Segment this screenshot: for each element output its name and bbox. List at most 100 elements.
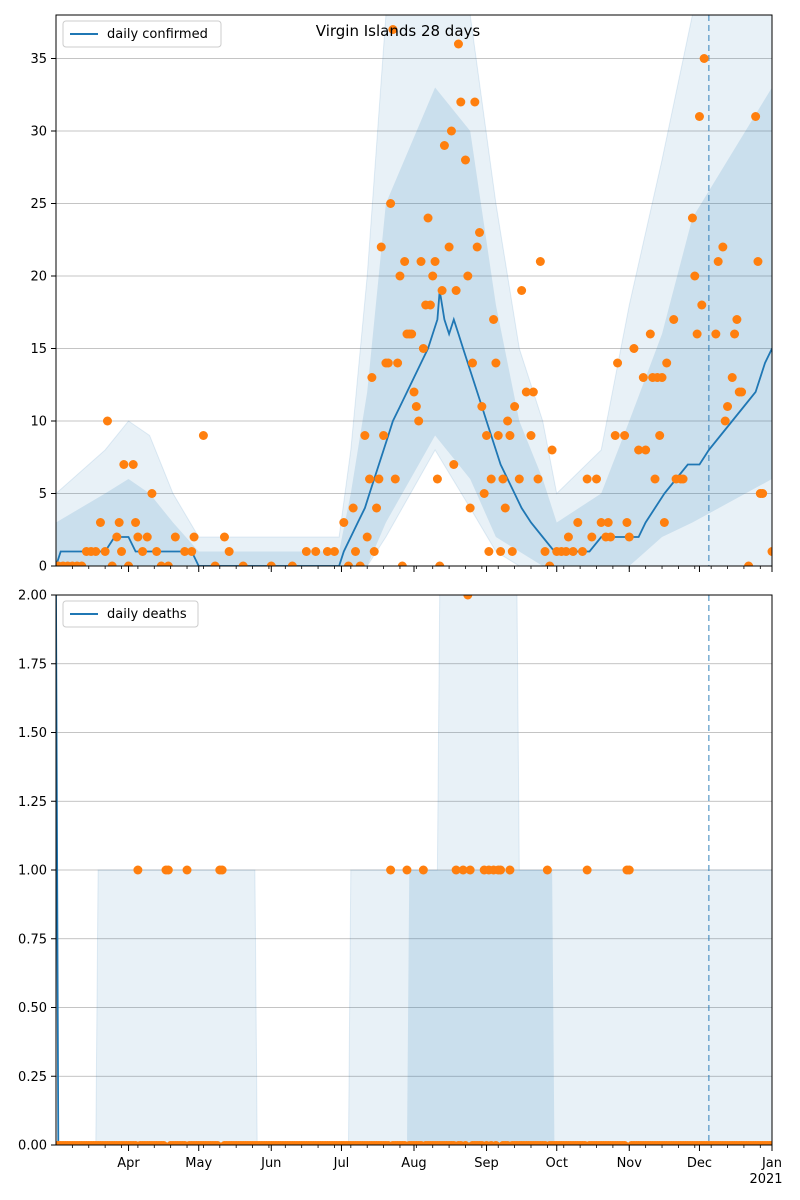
data-point — [505, 865, 515, 875]
data-point — [596, 518, 606, 527]
data-point — [142, 532, 152, 542]
data-point — [592, 474, 602, 484]
data-point — [533, 474, 543, 484]
y-tick-label: 5 — [39, 487, 47, 502]
data-point — [170, 532, 180, 542]
data-point — [414, 416, 424, 426]
y-tick-label: 2.00 — [18, 589, 47, 604]
uncertainty-band-inner — [56, 87, 772, 566]
year-label: 2021 — [749, 1172, 782, 1187]
data-point — [400, 257, 410, 266]
data-point — [461, 1141, 470, 1145]
data-point — [732, 315, 742, 324]
data-point — [451, 865, 461, 875]
data-point — [753, 257, 763, 266]
data-point — [432, 474, 442, 484]
data-point — [182, 865, 192, 875]
y-tick-label: 1.50 — [18, 726, 47, 741]
y-tick-label: 1.75 — [18, 657, 47, 672]
deaths-axes: 0.00 0.25 0.50 0.75 1.00 1.25 1.50 1.75 2.00 Apr M… — [18, 589, 782, 1172]
data-point — [514, 474, 524, 484]
data-point — [475, 228, 485, 237]
data-point — [489, 315, 499, 324]
series-line — [56, 595, 772, 1145]
data-point — [102, 416, 112, 426]
data-point — [163, 561, 173, 566]
data-point — [687, 213, 697, 223]
data-point — [95, 518, 105, 527]
data-point — [465, 865, 475, 875]
data-point — [390, 474, 400, 484]
data-point — [198, 431, 208, 440]
data-point — [402, 865, 412, 875]
data-point — [723, 402, 733, 411]
data-point — [669, 315, 679, 324]
x-tick-label: Jan — [761, 1156, 782, 1171]
data-point — [301, 547, 311, 556]
data-point — [152, 547, 162, 556]
chart-title: Virgin Islands 28 days — [316, 22, 481, 40]
data-point — [472, 242, 482, 252]
data-point — [460, 155, 470, 165]
data-point — [620, 1141, 629, 1145]
data-point — [720, 416, 730, 426]
data-point — [365, 474, 375, 484]
data-point — [477, 402, 487, 411]
data-point — [768, 1141, 772, 1145]
data-point — [624, 865, 634, 875]
data-point — [470, 97, 480, 107]
uncertainty-band-outer — [95, 595, 772, 1145]
data-point — [622, 518, 632, 527]
data-point — [697, 300, 707, 310]
data-point — [540, 547, 550, 556]
data-point — [435, 561, 445, 566]
data-point — [159, 1141, 168, 1145]
data-point — [386, 199, 396, 208]
data-point — [311, 547, 321, 556]
data-point — [409, 387, 419, 397]
data-point — [465, 503, 475, 513]
data-point — [360, 431, 370, 440]
data-point — [568, 547, 578, 556]
data-point — [119, 460, 129, 469]
data-point — [395, 271, 405, 281]
data-point — [521, 387, 531, 397]
data-point — [329, 547, 339, 556]
data-point — [463, 595, 473, 600]
data-point — [482, 431, 492, 440]
data-point — [453, 39, 463, 49]
y-tick-label: 0.50 — [18, 1001, 47, 1016]
data-point — [542, 865, 552, 875]
data-point — [343, 561, 353, 566]
data-point — [114, 518, 124, 527]
data-point — [374, 474, 384, 484]
data-point — [91, 547, 101, 556]
data-point — [407, 329, 417, 339]
data-point — [505, 431, 515, 440]
data-point — [112, 532, 122, 542]
data-point — [369, 547, 379, 556]
data-point — [547, 445, 557, 455]
y-tick-label: 15 — [30, 342, 47, 357]
data-point — [266, 561, 276, 566]
data-point — [498, 474, 508, 484]
data-point — [217, 865, 227, 875]
x-tick-label: Dec — [687, 1156, 712, 1171]
data-point — [662, 358, 672, 368]
data-point — [107, 561, 117, 566]
data-point — [645, 329, 655, 339]
legend-frame — [62, 20, 222, 48]
data-point — [634, 445, 644, 455]
y-tick-label: 0 — [39, 560, 47, 575]
confirmed-axes: 0 5 10 15 20 25 30 35 — [30, 14, 773, 575]
x-tick-label: Jul — [333, 1156, 350, 1171]
data-point — [376, 242, 386, 252]
data-point — [603, 518, 613, 527]
data-point — [138, 547, 148, 556]
data-point — [187, 547, 197, 556]
data-point — [528, 387, 538, 397]
x-tick-label: Oct — [545, 1156, 567, 1171]
data-point — [133, 532, 143, 542]
data-point — [638, 373, 648, 382]
data-point — [718, 242, 728, 252]
